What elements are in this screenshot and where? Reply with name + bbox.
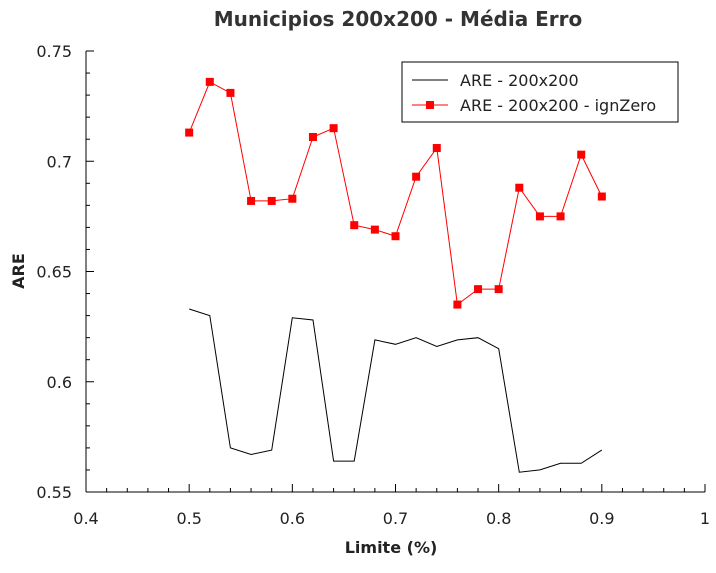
data-point-marker bbox=[350, 221, 359, 230]
data-point-marker bbox=[185, 128, 194, 137]
y-tick-label: 0.6 bbox=[47, 373, 72, 392]
data-point-marker bbox=[412, 172, 421, 181]
chart-title: Municipios 200x200 - Média Erro bbox=[214, 7, 583, 31]
legend: ARE - 200x200 ARE - 200x200 - ignZero bbox=[401, 61, 679, 123]
series-line-1 bbox=[189, 308, 603, 473]
data-point-marker bbox=[329, 124, 338, 133]
data-point-marker bbox=[535, 212, 544, 221]
legend-swatch-marker bbox=[426, 101, 434, 109]
data-point-marker bbox=[453, 300, 462, 309]
data-point-marker bbox=[308, 132, 317, 141]
data-point-marker bbox=[474, 285, 483, 294]
x-tick-label: 0.6 bbox=[280, 509, 305, 528]
y-tick-label: 0.65 bbox=[36, 263, 72, 282]
y-tick-label: 0.75 bbox=[36, 42, 72, 61]
axes: 0.4 0.5 0.6 0.7 0.8 0.9 1 0.55 0.6 0.65 0.7 0.75 bbox=[36, 42, 710, 528]
data-point-marker bbox=[370, 225, 379, 234]
x-tick-label: 0.9 bbox=[589, 509, 614, 528]
data-point-marker bbox=[267, 196, 276, 205]
x-tick-label: 0.5 bbox=[176, 509, 201, 528]
plot-area bbox=[185, 77, 606, 473]
x-tick-label: 0.4 bbox=[73, 509, 98, 528]
y-axis-label: ARE bbox=[9, 253, 28, 289]
data-point-marker bbox=[556, 212, 565, 221]
x-tick-label: 0.7 bbox=[383, 509, 408, 528]
data-point-marker bbox=[288, 194, 297, 203]
x-tick-label: 0.8 bbox=[486, 509, 511, 528]
data-point-marker bbox=[515, 183, 524, 192]
data-point-marker bbox=[247, 196, 256, 205]
data-point-marker bbox=[205, 77, 214, 86]
data-point-marker bbox=[494, 285, 503, 294]
data-point-marker bbox=[432, 144, 441, 153]
data-point-marker bbox=[226, 88, 235, 97]
y-tick-label: 0.55 bbox=[36, 483, 72, 502]
legend-label: ARE - 200x200 - ignZero bbox=[460, 96, 656, 115]
data-point-marker bbox=[597, 192, 606, 201]
x-axis-label: Limite (%) bbox=[345, 538, 438, 557]
legend-label: ARE - 200x200 bbox=[460, 71, 579, 90]
legend-box bbox=[401, 61, 679, 123]
data-point-marker bbox=[391, 232, 400, 241]
data-point-marker bbox=[577, 150, 586, 159]
y-tick-label: 0.7 bbox=[47, 152, 72, 171]
x-tick-label: 1 bbox=[700, 509, 710, 528]
